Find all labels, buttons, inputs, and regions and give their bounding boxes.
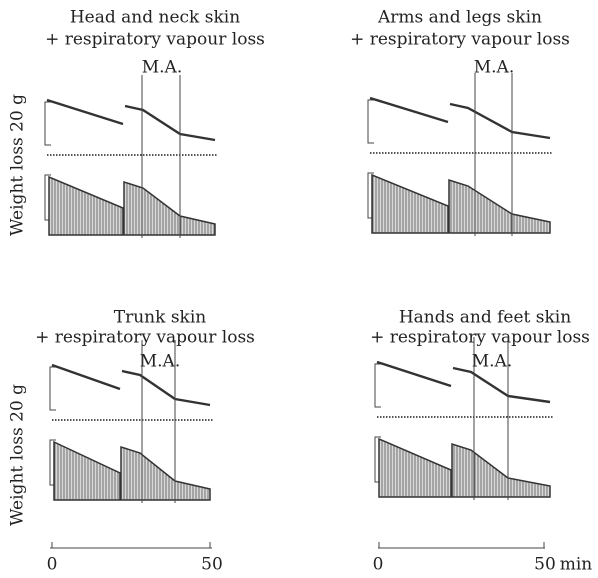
marker-label: M.A. — [142, 58, 183, 78]
marker-label: M.A. — [140, 352, 181, 372]
recordings — [45, 73, 553, 503]
tick-label: 0 — [47, 555, 58, 575]
marker-label: M.A. — [472, 352, 513, 372]
panel-title: Hands and feet skin — [399, 308, 571, 328]
weight-trace — [377, 362, 550, 402]
scale-bracket — [375, 364, 381, 407]
y-label: Weight loss 20 g — [8, 384, 28, 526]
panel-title: Arms and legs skin — [377, 8, 542, 28]
tick-label: 50 — [534, 555, 556, 575]
hatched-record — [379, 439, 550, 497]
hatched-record — [49, 177, 215, 235]
y-label: Weight loss 20 g — [8, 94, 28, 236]
marker-label: M.A. — [474, 58, 515, 78]
panel-subtitle: + respiratory vapour loss — [45, 30, 265, 50]
scale-bracket — [50, 367, 56, 410]
panel-subtitle: + respiratory vapour loss — [350, 30, 570, 50]
figure: Head and neck skin + respiratory vapour … — [0, 0, 598, 578]
axis-unit: min — [560, 555, 593, 575]
panel-title: Head and neck skin — [70, 8, 240, 28]
tick-label: 50 — [201, 555, 223, 575]
hatched-record — [372, 175, 550, 233]
panel-title: Trunk skin — [114, 308, 207, 328]
panel-subtitle: + respiratory vapour loss — [35, 328, 255, 348]
weight-trace — [370, 98, 550, 138]
weight-trace — [47, 100, 215, 140]
scale-bracket — [368, 100, 374, 143]
tick-label: 0 — [373, 555, 384, 575]
scale-bracket — [45, 102, 51, 145]
hatched-record — [54, 442, 210, 500]
panel-subtitle: + respiratory vapour loss — [370, 328, 590, 348]
weight-trace — [52, 365, 210, 405]
